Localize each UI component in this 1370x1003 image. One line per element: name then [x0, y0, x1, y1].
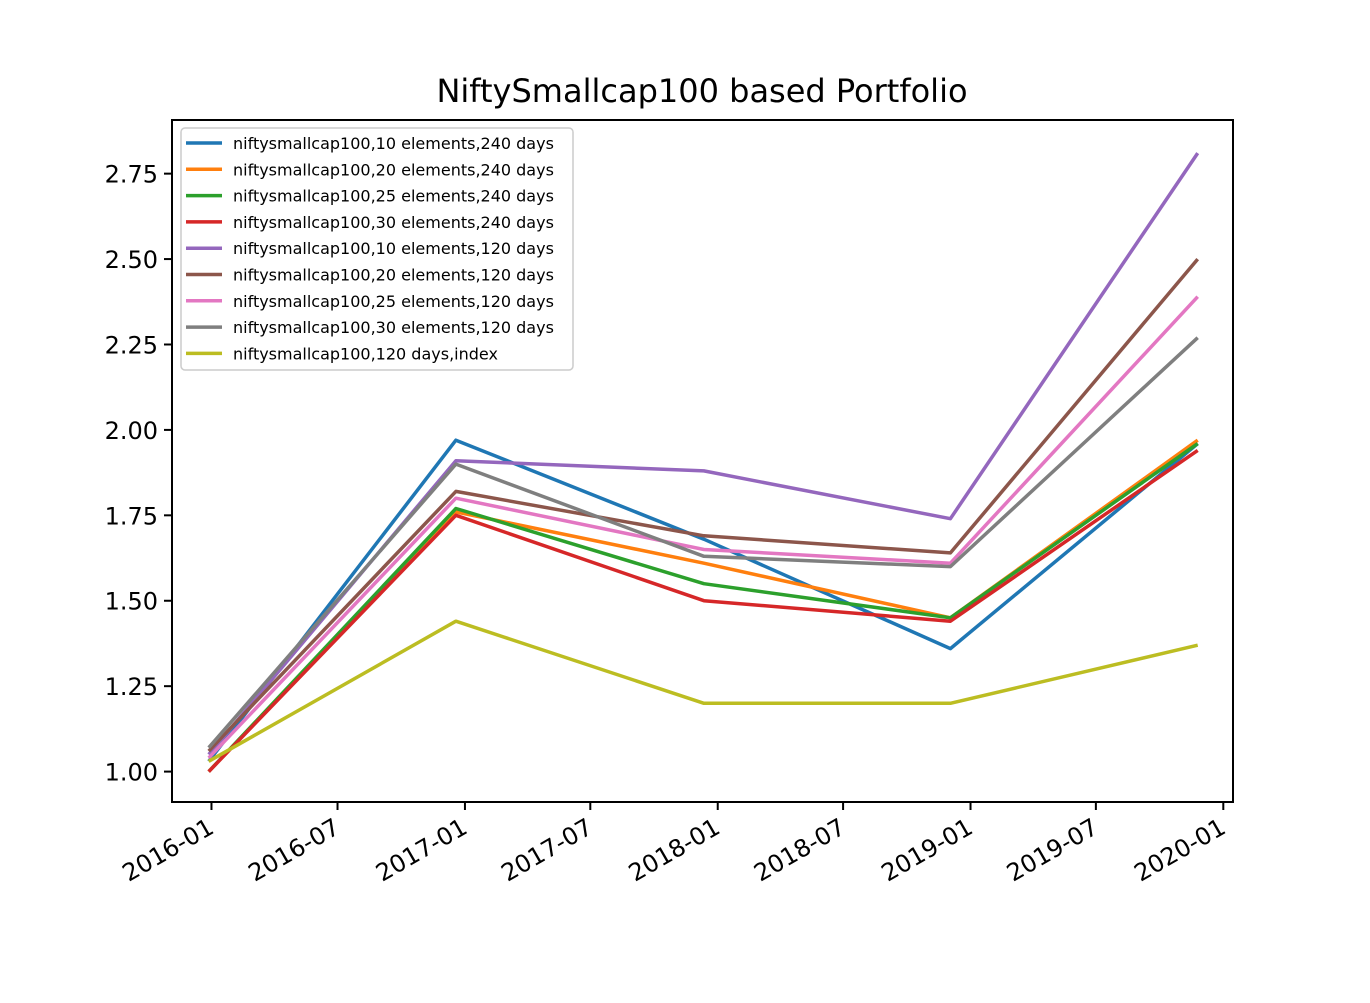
- series-line: [207, 295, 1199, 760]
- x-tick-label: 2020-01: [1129, 813, 1230, 887]
- plot-frame: [171, 119, 1234, 803]
- legend-label: niftysmallcap100,120 days,index: [233, 344, 498, 363]
- y-axis: 1.00 1.25 1.50 1.75 2.00 2.25 2.50 2.75: [105, 161, 172, 787]
- series-line: [207, 438, 1199, 763]
- series-line: [207, 448, 1199, 773]
- y-tick-label: 1.50: [105, 588, 158, 616]
- legend-label: niftysmallcap100,30 elements,120 days: [233, 318, 554, 337]
- x-tick-label: 2017-07: [496, 813, 597, 887]
- x-tick-label: 2019-07: [1002, 813, 1103, 887]
- legend-label: niftysmallcap100,10 elements,120 days: [233, 239, 554, 258]
- legend-label: niftysmallcap100,30 elements,240 days: [233, 213, 554, 232]
- legend: niftysmallcap100,10 elements,240 days nif…: [180, 127, 574, 371]
- y-tick-label: 2.75: [105, 161, 158, 189]
- plot-lines: [207, 152, 1200, 773]
- y-tick-label: 2.50: [105, 246, 158, 274]
- series-line: [207, 257, 1200, 753]
- legend-label: niftysmallcap100,25 elements,240 days: [233, 187, 554, 206]
- y-tick-label: 2.00: [105, 417, 158, 445]
- x-tick-label: 2016-07: [244, 813, 345, 887]
- x-axis: 2016-01 2016-07 2017-01 2017-07 2018-01 2018-…: [118, 802, 1230, 887]
- legend-label: niftysmallcap100,20 elements,240 days: [233, 160, 554, 179]
- chart-title: NiftySmallcap100 based Portfolio: [436, 72, 967, 110]
- y-tick-label: 1.00: [105, 759, 158, 787]
- legend-box: [180, 127, 574, 371]
- series-line: [207, 438, 1199, 773]
- x-tick-label: 2019-01: [877, 813, 978, 887]
- x-tick-label: 2018-07: [749, 813, 850, 887]
- x-tick-label: 2017-01: [371, 813, 472, 887]
- x-tick-label: 2018-01: [624, 813, 725, 887]
- legend-label: niftysmallcap100,20 elements,120 days: [233, 266, 554, 285]
- y-tick-label: 2.25: [105, 331, 158, 359]
- legend-label: niftysmallcap100,25 elements,120 days: [233, 292, 554, 311]
- series-line: [207, 442, 1199, 773]
- series-line: [207, 336, 1199, 749]
- legend-label: niftysmallcap100,10 elements,240 days: [233, 134, 554, 153]
- y-tick-label: 1.75: [105, 502, 158, 530]
- y-tick-label: 1.25: [105, 673, 158, 701]
- series-line: [207, 619, 1199, 763]
- x-tick-label: 2016-01: [118, 813, 219, 887]
